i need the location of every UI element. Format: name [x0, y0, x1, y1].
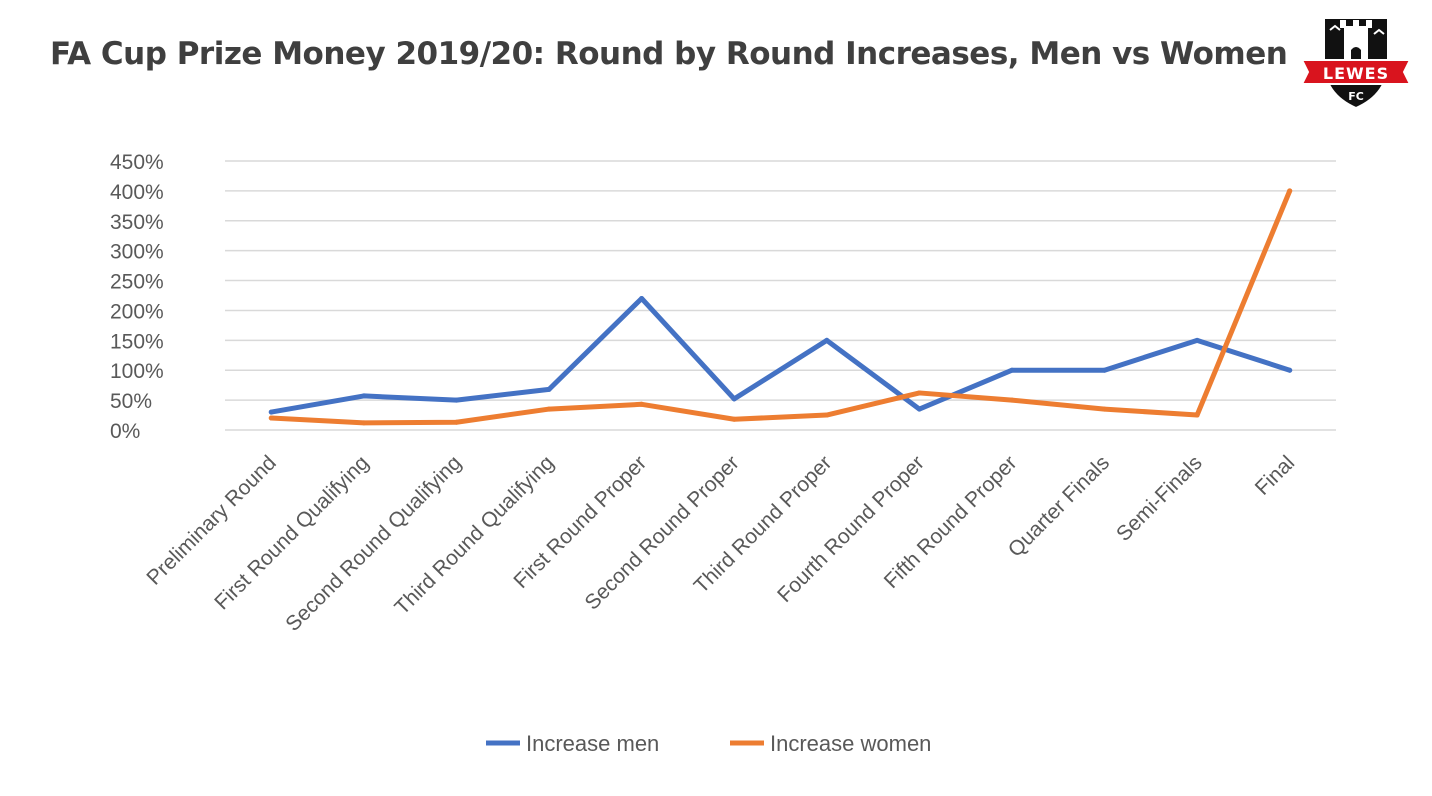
y-tick-label: 400% [110, 181, 164, 204]
y-tick-label: 300% [110, 241, 164, 264]
logo-name: LEWES [1323, 64, 1389, 83]
data-point [916, 390, 922, 396]
y-tick-label: 0% [110, 420, 140, 443]
legend: Increase men Increase women [486, 731, 931, 756]
series-line-men [268, 295, 1293, 415]
x-tick-label: Semi-Finals [1112, 451, 1207, 546]
data-point [639, 401, 645, 407]
data-point [546, 406, 552, 412]
y-axis-ticks: 0% 50% 100% 150% 200% 250% 300% 350% 400% 450% [110, 151, 164, 443]
data-point [453, 419, 459, 425]
x-tick-label: Third Round Qualifying [390, 451, 558, 619]
data-point [1194, 412, 1200, 418]
x-tick-label: Second Round Proper [581, 451, 744, 614]
legend-label: Increase women [770, 731, 931, 756]
data-point [1009, 367, 1015, 373]
data-point [1287, 367, 1293, 373]
data-point [731, 396, 737, 402]
data-point [268, 409, 274, 415]
y-tick-label: 150% [110, 330, 164, 353]
data-point [1009, 397, 1015, 403]
y-tick-label: 50% [110, 390, 152, 413]
y-tick-label: 250% [110, 271, 164, 294]
y-tick-label: 100% [110, 360, 164, 383]
data-point [824, 337, 830, 343]
data-point [1102, 367, 1108, 373]
data-point [268, 415, 274, 421]
series-lines [268, 188, 1293, 426]
y-tick-label: 350% [110, 211, 164, 234]
logo-banner [1300, 59, 1412, 85]
data-point [546, 386, 552, 392]
x-tick-label: Second Round Qualifying [281, 451, 466, 636]
data-point [1102, 406, 1108, 412]
data-point [916, 406, 922, 412]
x-tick-label: First Round Qualifying [210, 451, 373, 614]
data-point [361, 393, 367, 399]
chart-title: FA Cup Prize Money 2019/20: Round by Rou… [50, 36, 1288, 72]
data-point [731, 416, 737, 422]
legend-label: Increase men [526, 731, 659, 756]
data-point [639, 295, 645, 301]
data-point [361, 420, 367, 426]
data-point [824, 412, 830, 418]
series-line-women [268, 188, 1293, 426]
gridlines [225, 160, 1336, 431]
y-tick-label: 200% [110, 300, 164, 323]
data-point [1287, 188, 1293, 194]
data-point [453, 397, 459, 403]
x-tick-label: Final [1251, 451, 1299, 499]
logo-sub: FC [1348, 90, 1364, 103]
data-point [1194, 337, 1200, 343]
lewes-fc-logo: LEWES FC [1300, 17, 1412, 110]
y-tick-label: 450% [110, 151, 164, 174]
